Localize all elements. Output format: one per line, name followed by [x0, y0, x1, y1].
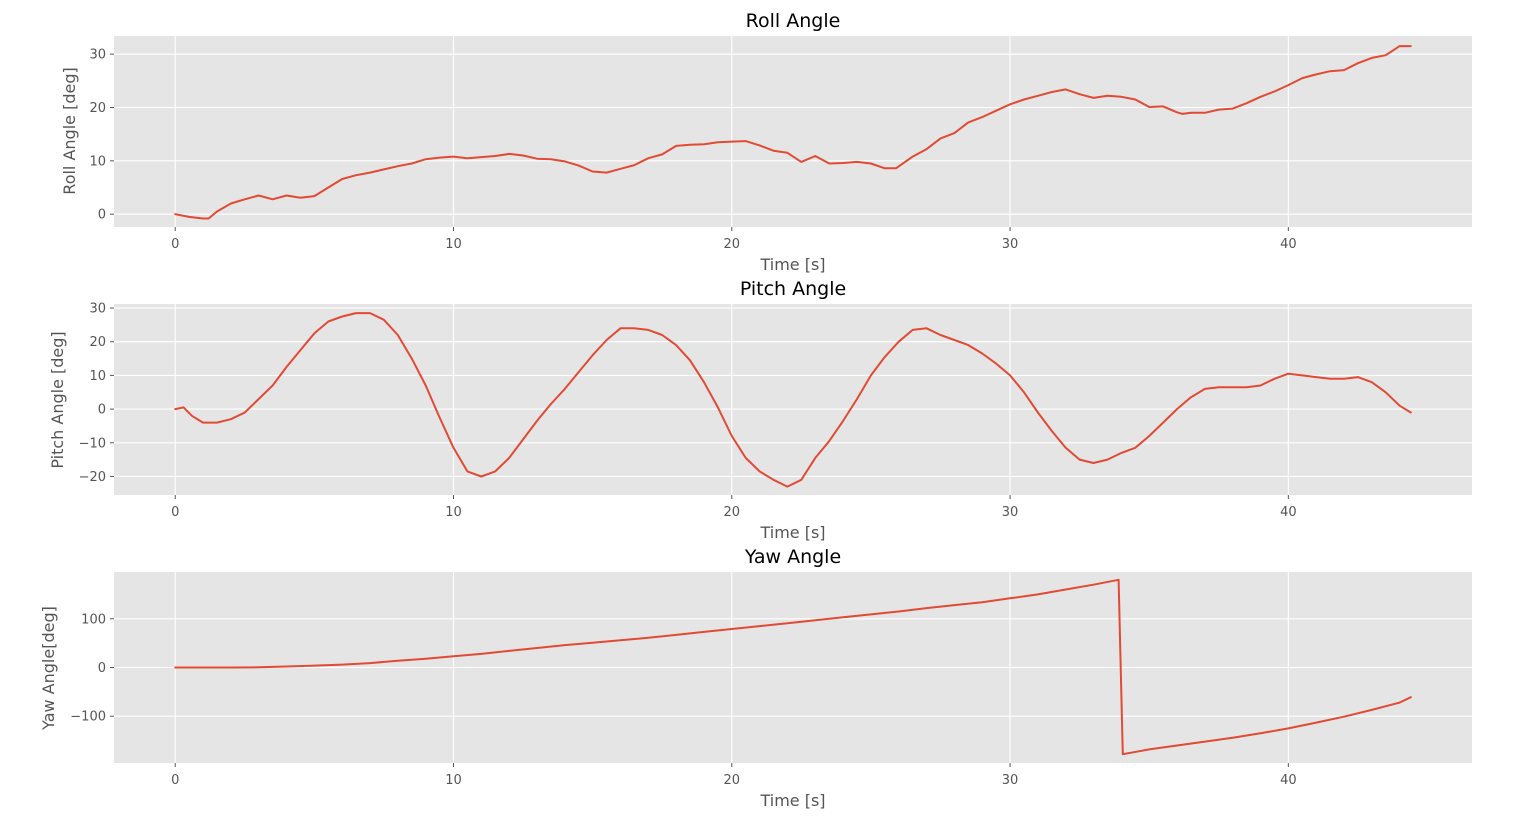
yaw-x-tick-label: 40: [1280, 773, 1297, 788]
pitch-x-tick-label: 40: [1280, 505, 1297, 520]
yaw-y-tick-label: 100: [81, 612, 106, 627]
roll-subplot: Roll Angle 0 10 20 30 40 0 10 20 30 Time [s] Rol…: [60, 10, 1472, 274]
roll-x-tick-label: 10: [445, 237, 462, 252]
pitch-y-axis-label: Pitch Angle [deg]: [48, 331, 67, 468]
pitch-y-tick-label: 0: [98, 403, 106, 418]
roll-chart-title: Roll Angle: [746, 10, 841, 32]
roll-series-line: [174, 45, 1412, 220]
yaw-x-tick-label: 10: [445, 773, 462, 788]
pitch-grid: [114, 304, 1472, 495]
pitch-ticks: 0 10 20 30 40 −20 −10 0 10 20 30: [79, 302, 1297, 520]
pitch-x-tick-label: 30: [1002, 505, 1019, 520]
pitch-y-tick-label: −10: [79, 436, 106, 451]
yaw-y-tick-label: 0: [98, 661, 106, 676]
pitch-y-tick-label: −20: [79, 470, 106, 485]
roll-y-tick-label: 30: [89, 48, 106, 63]
roll-x-tick-label: 40: [1280, 237, 1297, 252]
yaw-x-tick-label: 0: [171, 773, 179, 788]
pitch-x-tick-label: 10: [445, 505, 462, 520]
yaw-ticks: 0 10 20 30 40 −100 0 100: [70, 612, 1296, 788]
roll-x-tick-label: 0: [171, 237, 179, 252]
pitch-y-tick-label: 30: [89, 302, 106, 317]
yaw-y-axis-label: Yaw Angle[deg]: [39, 606, 58, 731]
pitch-x-axis-label: Time [s]: [759, 523, 825, 542]
pitch-plot-area: [114, 304, 1472, 495]
roll-x-axis-label: Time [s]: [759, 255, 825, 274]
pitch-x-tick-label: 20: [724, 505, 741, 520]
yaw-subplot: Yaw Angle 0 10 20 30 40 −100 0 100 Time [s] Yaw…: [39, 546, 1472, 810]
pitch-x-tick-label: 0: [171, 505, 179, 520]
yaw-x-tick-label: 20: [724, 773, 741, 788]
pitch-y-tick-label: 10: [89, 369, 106, 384]
pitch-chart-title: Pitch Angle: [740, 278, 846, 300]
yaw-x-tick-label: 30: [1002, 773, 1019, 788]
roll-y-tick-label: 10: [89, 154, 106, 169]
pitch-series-line: [174, 312, 1412, 488]
yaw-y-tick-label: −100: [70, 710, 106, 725]
roll-grid: [114, 36, 1472, 227]
roll-plot-area: [114, 36, 1472, 227]
yaw-series-line: [174, 578, 1412, 756]
yaw-grid: [114, 572, 1472, 763]
yaw-x-axis-label: Time [s]: [759, 791, 825, 810]
roll-y-axis-label: Roll Angle [deg]: [60, 67, 79, 194]
pitch-y-tick-label: 20: [89, 335, 106, 350]
roll-x-tick-label: 20: [724, 237, 741, 252]
roll-y-tick-label: 0: [98, 208, 106, 223]
roll-y-tick-label: 20: [89, 101, 106, 116]
roll-ticks: 0 10 20 30 40 0 10 20 30: [89, 48, 1296, 252]
roll-x-tick-label: 30: [1002, 237, 1019, 252]
pitch-subplot: Pitch Angle 0 10 20 30 40 −20 −10 0 10 20 30 Time …: [48, 278, 1472, 542]
yaw-chart-title: Yaw Angle: [744, 546, 841, 568]
